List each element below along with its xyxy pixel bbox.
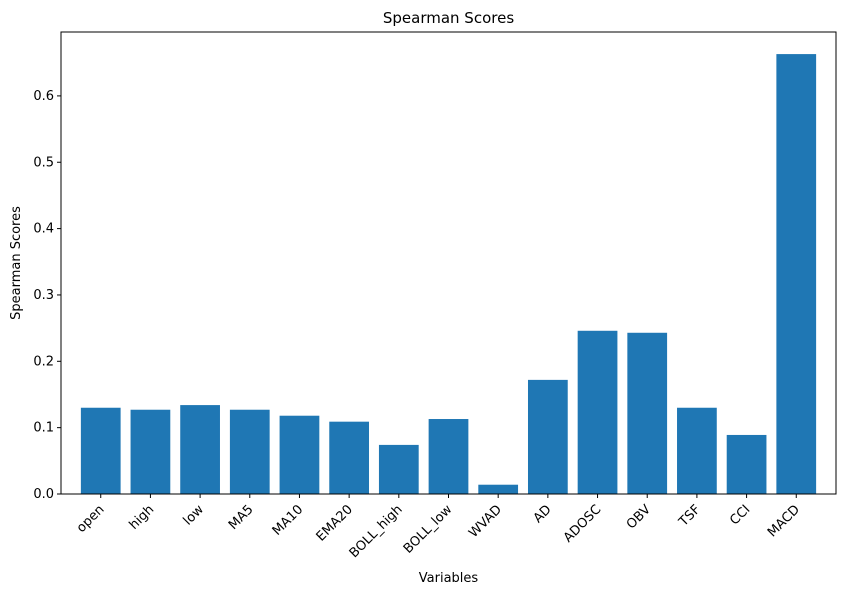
y-tick-label: 0.2 [33,354,54,369]
bar-tsf [677,407,717,494]
y-tick-label: 0.0 [33,487,54,502]
y-tick-label: 0.5 [33,155,54,170]
x-tick-label: WVAD [466,502,505,541]
bar-boll-low [428,419,469,494]
bar-obv [627,332,668,494]
bar-ad [527,379,568,494]
x-tick-label: OBV [624,502,654,532]
y-tick-label: 0.1 [33,421,54,436]
y-tick-label: 0.4 [33,222,54,237]
bar-macd [776,54,817,495]
x-tick-label: low [181,502,208,529]
x-tick-label: MA5 [226,502,257,533]
y-tick-label: 0.6 [33,89,54,104]
bar-ma5 [229,409,270,494]
bar-ma10 [279,415,320,494]
x-tick-label: BOLL_low [401,502,456,557]
y-tick-label: 0.3 [33,288,54,303]
x-tick-label: EMA20 [314,502,356,544]
bar-ema20 [329,421,370,494]
x-tick-label: open [74,502,108,536]
x-tick-label: ADOSC [561,502,604,545]
x-tick-label: AD [531,502,555,526]
bar-boll-high [378,444,419,494]
x-tick-label: MACD [765,502,803,540]
bar-high [130,409,171,494]
x-tick-label: BOLL_high [347,502,406,561]
x-tick-label: high [127,502,158,533]
plot-area [80,54,817,495]
bar-wvad [478,484,519,494]
x-axis: open high low MA5 MA10 EMA20BOLL_highBOLL_low… [74,494,803,561]
x-tick-label: CCI [727,502,753,528]
chart-title: Spearman Scores [383,9,514,27]
bar-open [80,407,121,494]
x-axis-label: Variables [419,571,479,586]
y-axis-label: Spearman Scores [9,206,24,320]
bar-cci [726,434,767,494]
x-tick-label: TSF [676,502,704,530]
x-tick-label: MA10 [270,502,307,539]
y-axis: 0.0 0.1 0.2 0.3 0.4 0.5 0.6 [33,89,61,502]
plot-frame [60,31,837,495]
bar-adosc [577,330,618,494]
bar-low [180,405,220,494]
